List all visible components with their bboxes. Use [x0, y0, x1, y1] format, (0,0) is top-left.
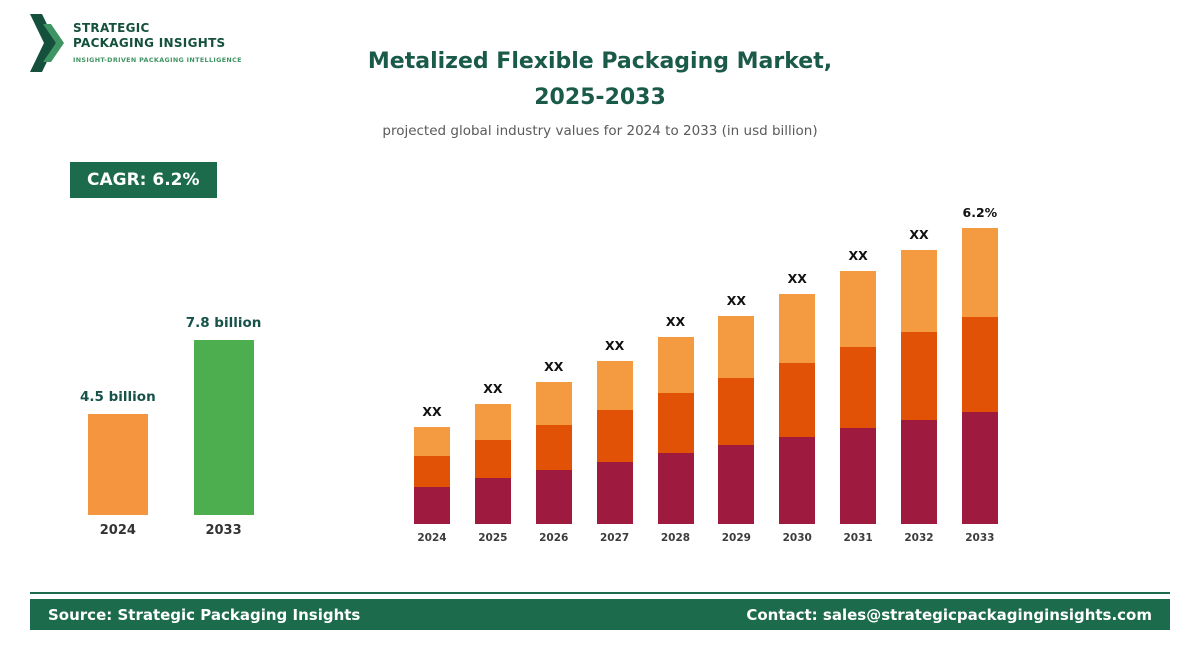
- projection-bar-label: XX: [665, 314, 686, 329]
- summary-value-label: 7.8 billion: [185, 315, 262, 331]
- segment-bottom: [779, 437, 816, 524]
- segment-bottom: [596, 462, 633, 524]
- segment-top: [596, 361, 633, 410]
- summary-year-label: 2033: [205, 523, 242, 538]
- brand-name-line2: PACKAGING INSIGHTS: [73, 36, 226, 50]
- segment-top: [414, 427, 450, 456]
- projection-bar-2024: [414, 427, 450, 524]
- projection-bar-2029: [718, 316, 755, 524]
- summary-bar-2024: [87, 414, 148, 515]
- footer-contact: Contact: sales@strategicpackaginginsight…: [746, 605, 1152, 624]
- segment-middle: [535, 425, 572, 470]
- segment-top: [840, 271, 877, 347]
- page-title-line2: 2025-2033: [534, 85, 666, 110]
- segment-bottom: [414, 487, 450, 524]
- summary-bar-2033: [193, 340, 254, 515]
- projection-bar-2027: [596, 361, 633, 524]
- projection-year-label: 2029: [721, 532, 751, 544]
- segment-top: [961, 228, 998, 317]
- projection-bar-label: XX: [909, 227, 929, 242]
- projection-bar-2031: [840, 271, 877, 524]
- summary-column-2024: 4.5 billion 2024: [80, 389, 156, 540]
- projection-year-label: 2031: [843, 532, 873, 544]
- brand-tagline: INSIGHT-DRIVEN PACKAGING INTELLIGENCE: [73, 56, 242, 64]
- segment-bottom: [901, 420, 937, 524]
- segment-top: [535, 382, 572, 425]
- projection-year-label: 2027: [600, 532, 630, 544]
- projection-bar-2030: [779, 294, 816, 524]
- projection-year-label: 2030: [782, 532, 812, 544]
- page-subtitle: projected global industry values for 202…: [382, 123, 818, 139]
- segment-top: [474, 404, 511, 440]
- projection-column-2030: XX 2030: [777, 271, 817, 546]
- projection-bar-label: XX: [726, 293, 747, 308]
- projection-bar-label: XX: [604, 338, 625, 353]
- segment-middle: [474, 440, 511, 478]
- segment-top: [657, 337, 694, 393]
- projection-year-label: 2033: [965, 532, 995, 544]
- projection-bar-label: 6.2%: [962, 205, 998, 220]
- projection-year-label: 2028: [660, 532, 691, 544]
- footer-bar: Source: Strategic Packaging Insights Con…: [30, 599, 1170, 630]
- segment-bottom: [474, 478, 511, 524]
- projection-year-label: 2026: [539, 532, 569, 544]
- projection-column-2027: XX 2027: [595, 338, 635, 546]
- projection-bar-2032: [901, 250, 937, 524]
- projection-column-2024: XX 2024: [412, 404, 452, 546]
- segment-middle: [718, 378, 755, 445]
- title-block: Metalized Flexible Packaging Market, 202…: [0, 44, 1200, 139]
- projection-year-label: 2024: [417, 532, 447, 544]
- projection-bar-label: XX: [787, 271, 807, 286]
- projection-bar-label: XX: [422, 404, 442, 419]
- double-chevron-icon: [30, 14, 64, 72]
- page-title-line1: Metalized Flexible Packaging Market,: [367, 49, 833, 74]
- projection-chart: XX 2024 XX 2025 XX 2026 XX 2027 XX 2028 XX 2029 XX 20…: [412, 205, 1000, 546]
- projection-bar-2033: [961, 228, 998, 524]
- projection-bar-2025: [474, 404, 511, 524]
- brand-text: STRATEGIC PACKAGING INSIGHTS INSIGHT-DRI…: [73, 14, 242, 64]
- projection-column-2028: XX 2028: [656, 314, 696, 546]
- projection-column-2031: XX 2031: [838, 248, 878, 546]
- segment-middle: [779, 363, 816, 437]
- segment-bottom: [718, 445, 755, 524]
- brand-logo: STRATEGIC PACKAGING INSIGHTS INSIGHT-DRI…: [30, 14, 242, 72]
- projection-column-2029: XX 2029: [716, 293, 756, 546]
- projection-bar-2028: [657, 337, 694, 524]
- summary-year-label: 2024: [99, 523, 136, 538]
- segment-bottom: [657, 453, 694, 524]
- brand-name-line1: STRATEGIC: [73, 21, 150, 35]
- segment-middle: [414, 456, 450, 487]
- segment-bottom: [840, 428, 877, 524]
- projection-column-2025: XX 2025: [473, 381, 513, 546]
- footer-divider: [30, 592, 1170, 594]
- cagr-badge: CAGR: 6.2%: [70, 162, 217, 198]
- projection-bar-2026: [535, 382, 572, 524]
- segment-bottom: [535, 470, 572, 524]
- segment-middle: [657, 393, 694, 453]
- projection-bar-label: XX: [848, 248, 868, 263]
- projection-bar-label: XX: [483, 381, 503, 396]
- segment-bottom: [961, 412, 998, 524]
- projection-year-label: 2025: [478, 532, 508, 544]
- projection-bar-label: XX: [544, 359, 564, 374]
- segment-top: [779, 294, 816, 363]
- segment-middle: [840, 347, 877, 428]
- segment-middle: [961, 317, 998, 412]
- segment-middle: [901, 332, 937, 420]
- summary-chart: 4.5 billion 2024 7.8 billion 2033: [80, 315, 261, 540]
- projection-column-2033: 6.2% 2033: [960, 205, 1000, 546]
- summary-value-label: 4.5 billion: [80, 389, 156, 405]
- segment-top: [901, 250, 937, 332]
- segment-middle: [596, 410, 633, 462]
- footer-source: Source: Strategic Packaging Insights: [48, 605, 361, 624]
- projection-column-2026: XX 2026: [534, 359, 574, 546]
- projection-column-2032: XX 2032: [899, 227, 939, 546]
- summary-column-2033: 7.8 billion 2033: [186, 315, 262, 540]
- projection-year-label: 2032: [904, 532, 934, 544]
- segment-top: [718, 316, 755, 378]
